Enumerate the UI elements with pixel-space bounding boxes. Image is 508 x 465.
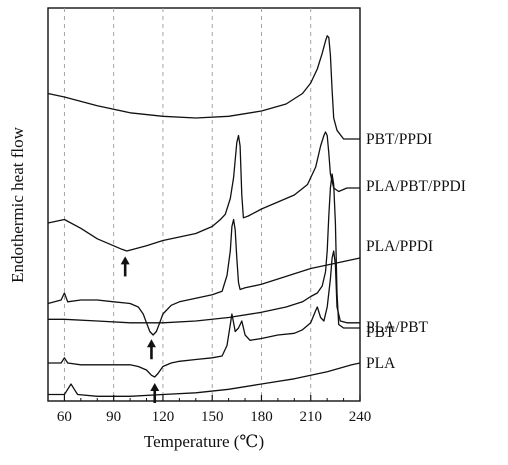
plot-frame [47,7,361,402]
x-tick-label-210: 210 [299,409,322,425]
x-tick-label-180: 180 [250,409,273,425]
series-label-pla-pbt-ppdi: PLA/PBT/PPDI [366,178,466,195]
arrow-annotation-3 [150,383,160,403]
x-tick-label-150: 150 [201,409,224,425]
x-tick-label-120: 120 [152,409,175,425]
series-line-pla-ppdi [47,218,361,336]
x-tick-label-60: 60 [57,409,72,425]
x-axis-title: Temperature (℃) [144,432,264,451]
arrow-annotation-2 [146,339,156,360]
x-tick-label-240: 240 [349,409,372,425]
series-label-pla-ppdi: PLA/PPDI [366,238,433,255]
series-label-pla-pbt: PLA/PBT [366,319,429,336]
series-line-pla-pbt [48,250,360,378]
arrow-annotations [120,256,160,403]
series-label-pbt: PBT [366,324,395,341]
grid-lines [63,8,312,401]
series-line-pbt [48,173,360,329]
x-axis-ticks: 60 90 120 150 180 210 240 [47,395,372,425]
series-label-pbt-ppdi: PBT/PPDI [366,131,432,148]
x-tick-label-90: 90 [106,409,121,425]
series-label-pla: PLA [366,355,396,372]
y-axis-title: Endothermic heat flow [8,126,27,283]
series-line-pla-pbt-ppdi [47,131,360,252]
series-line-pbt-ppdi [47,35,360,140]
series-line-pla [48,362,361,397]
series-curves [47,35,361,397]
arrow-annotation-1 [120,256,130,277]
